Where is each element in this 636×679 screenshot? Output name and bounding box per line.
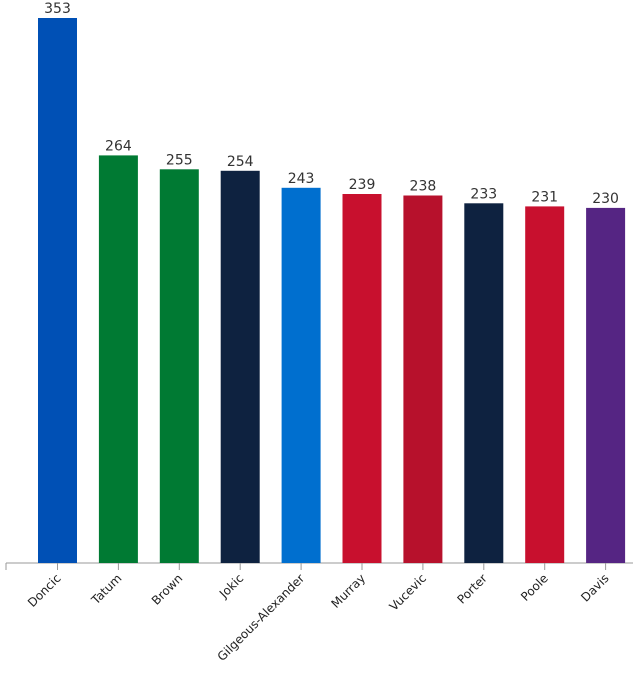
x-tick-label-doncic: Doncic [25,571,64,610]
bar-tatum [98,155,138,563]
value-label-doncic: 353 [44,1,71,17]
x-tick-label-vucevic: Vucevic [387,571,429,613]
value-label-tatum: 264 [105,138,132,154]
bar-poole [525,206,565,563]
value-label-gilgeous-alexander: 243 [288,171,315,187]
x-tick-label-brown: Brown [149,571,186,608]
value-label-porter: 233 [470,186,497,202]
x-tick-label-murray: Murray [328,571,368,611]
value-label-vucevic: 238 [410,179,437,195]
x-tick-label-porter: Porter [454,571,489,606]
value-label-murray: 239 [349,177,376,193]
bars-group [38,18,626,564]
bar-gilgeous-alexander [281,187,321,564]
bar-jokic [220,170,260,564]
value-label-jokic: 254 [227,154,254,170]
value-labels-group: 353 264 255 254 243 239 238 233 231 230 [44,1,619,207]
x-ticks-group [57,563,607,570]
bar-davis [586,207,626,563]
x-tick-label-davis: Davis [578,571,611,604]
value-label-poole: 231 [531,189,558,205]
value-label-davis: 230 [592,191,619,207]
bar-doncic [38,18,77,563]
bar-porter [464,203,504,564]
bar-vucevic [403,195,443,563]
x-tick-label-poole: Poole [518,571,551,604]
bar-brown [159,169,199,564]
x-tick-label-tatum: Tatum [88,571,125,608]
x-tick-label-jokic: Jokic [216,571,246,601]
value-label-brown: 255 [166,152,193,168]
bar-murray [342,194,382,563]
